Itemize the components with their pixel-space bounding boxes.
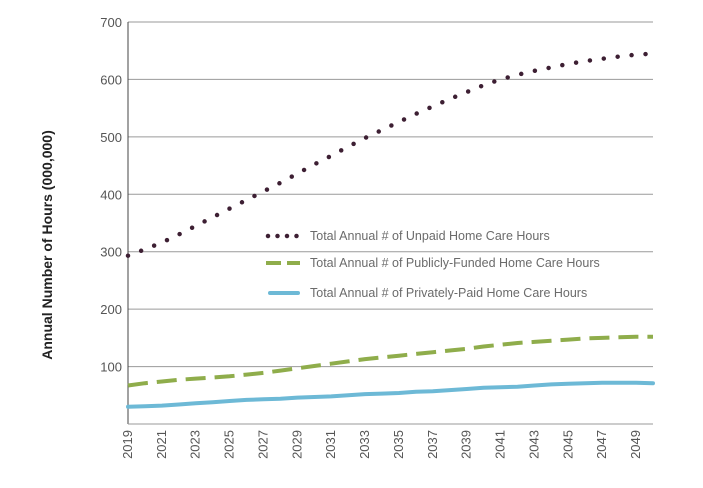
legend-label: Total Annual # of Publicly-Funded Home C…: [310, 256, 600, 270]
x-tick-label: 2023: [188, 430, 203, 459]
x-tick-label: 2031: [323, 430, 338, 459]
x-tick-label: 2041: [493, 430, 508, 459]
privately-paid-hours-series: [126, 380, 655, 409]
x-tick-label: 2039: [459, 430, 474, 459]
y-tick-label: 200: [100, 302, 122, 317]
x-tick-label: 2049: [628, 430, 643, 459]
legend-item-publicly-funded: Total Annual # of Publicly-Funded Home C…: [266, 256, 600, 270]
legend: Total Annual # of Unpaid Home Care Hours…: [265, 229, 600, 300]
y-tick-label: 700: [100, 15, 122, 30]
x-tick-label: 2033: [357, 430, 372, 459]
x-tick-label: 2029: [289, 430, 304, 459]
legend-label: Total Annual # of Unpaid Home Care Hours: [310, 229, 550, 243]
x-tick-label: 2021: [154, 430, 169, 459]
y-tick-label: 600: [100, 72, 122, 87]
x-tick-label: 2027: [255, 430, 270, 459]
x-tick-label: 2025: [222, 430, 237, 459]
x-tick-label: 2037: [425, 430, 440, 459]
x-tick-label: 2035: [391, 430, 406, 459]
y-tick-label: 100: [100, 360, 122, 375]
series-lines: [125, 51, 656, 409]
x-tick-label: 2019: [120, 430, 135, 459]
gridlines: [127, 21, 653, 425]
x-tick-label: 2047: [594, 430, 609, 459]
x-tick-label: 2043: [526, 430, 541, 459]
x-tick-label: 2045: [560, 430, 575, 459]
y-tick-label: 300: [100, 245, 122, 260]
y-tick-label: 400: [100, 187, 122, 202]
legend-label: Total Annual # of Privately-Paid Home Ca…: [310, 286, 587, 300]
legend-item-privately-paid: Total Annual # of Privately-Paid Home Ca…: [268, 286, 587, 300]
x-tick-labels: 2019 2021 2023 2025 2027 2029 2031 2033 2035 2037…: [120, 430, 643, 459]
y-tick-label: 500: [100, 130, 122, 145]
y-tick-labels: 100 200 300 400 500 600 700: [100, 15, 122, 375]
unpaid-hours-series: [125, 51, 656, 258]
y-axis-label: Annual Number of Hours (000,000): [39, 130, 55, 360]
legend-item-unpaid: Total Annual # of Unpaid Home Care Hours: [265, 229, 550, 243]
publicly-funded-hours-series: [127, 334, 653, 388]
